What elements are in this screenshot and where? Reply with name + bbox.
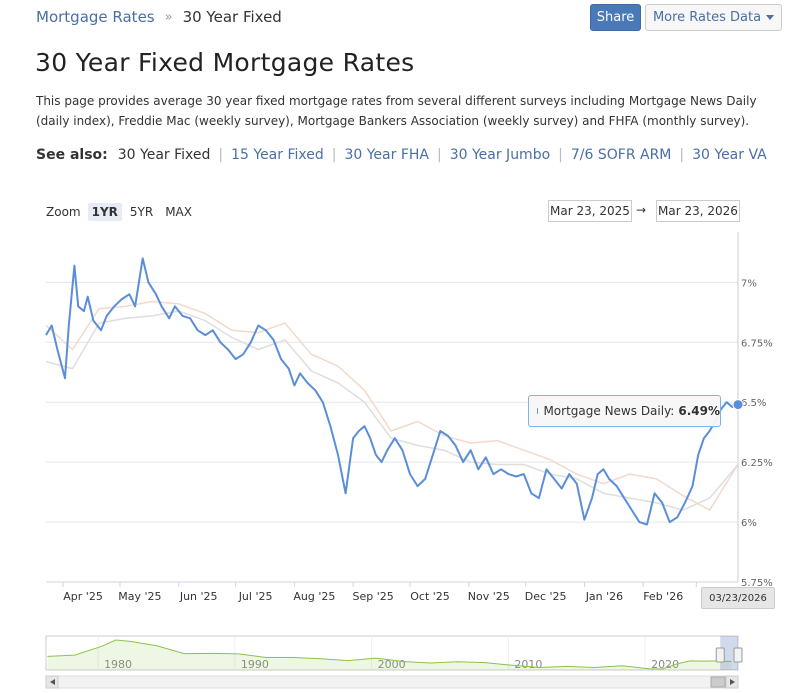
see-also-item-30-year-fixed: 30 Year Fixed xyxy=(117,147,211,163)
arrow-left-icon xyxy=(50,679,55,685)
see-also-separator: | xyxy=(558,147,563,163)
x-tick-label: Jul '25 xyxy=(238,590,273,603)
tooltip-point-marker xyxy=(732,399,744,411)
see-also-item-30-year-jumbo[interactable]: 30 Year Jumbo xyxy=(449,147,551,163)
x-tick-label: Jan '26 xyxy=(585,590,623,603)
scrollbar-track[interactable] xyxy=(45,675,739,689)
caret-down-icon xyxy=(766,15,775,20)
page-description: This page provides average 30 year fixed… xyxy=(36,94,757,128)
navigator-handle-left[interactable] xyxy=(715,647,725,663)
scrollbar-thumb[interactable] xyxy=(710,676,726,688)
rate-chart[interactable]: 7% 6.75% 6.5% 6.25% 6% 5.75% Apr '25 May '25 Jun… xyxy=(0,232,791,610)
x-tick-label: Jun '25 xyxy=(179,590,218,603)
y-tick-label: 6.75% xyxy=(741,338,773,349)
y-tick-label: 5.75% xyxy=(741,578,773,589)
series-line-freddie-mac xyxy=(45,310,739,511)
see-also-separator: | xyxy=(436,147,442,163)
share-button[interactable]: Share xyxy=(590,4,641,31)
zoom-5yr-button[interactable]: 5YR xyxy=(129,205,154,219)
tooltip-value: 6.49% xyxy=(678,404,720,418)
x-tick-label: Oct '25 xyxy=(410,590,450,603)
see-also-separator: | xyxy=(679,147,685,163)
date-range-arrow: → xyxy=(636,203,647,217)
zoom-label: Zoom xyxy=(46,205,81,219)
more-rates-data-button[interactable]: More Rates Data xyxy=(645,4,782,31)
navigator-year-label: 2020 xyxy=(651,658,679,671)
chart-tooltip: Mortgage News Daily: 6.49% xyxy=(528,395,721,427)
see-also-nav: See also: 30 Year Fixed | 15 Year Fixed … xyxy=(36,147,767,163)
crosshair-date-label: 03/23/2026 xyxy=(701,587,775,609)
x-tick-label: Aug '25 xyxy=(293,590,335,603)
x-tick-label: Apr '25 xyxy=(63,590,103,603)
navigator-year-label: 1990 xyxy=(241,658,269,671)
arrow-right-icon xyxy=(730,679,735,685)
navigator-year-label: 1980 xyxy=(104,658,132,671)
x-tick-label: Dec '25 xyxy=(525,590,567,603)
breadcrumb-link-mortgage-rates[interactable]: Mortgage Rates xyxy=(36,8,155,26)
zoom-max-button[interactable]: MAX xyxy=(165,205,192,219)
date-to-input[interactable]: Mar 23, 2026 xyxy=(656,200,740,222)
zoom-controls: Zoom 1YR 5YR MAX xyxy=(46,203,196,221)
navigator-area xyxy=(47,640,732,670)
see-also-separator: | xyxy=(331,147,337,163)
x-tick-label: Feb '26 xyxy=(643,590,683,603)
see-also-item-sofr-arm[interactable]: 7/6 SOFR ARM xyxy=(570,147,672,163)
see-also-label: See also: xyxy=(36,147,108,163)
y-tick-label: 6.5% xyxy=(741,398,766,409)
see-also-item-15-year-fixed[interactable]: 15 Year Fixed xyxy=(231,147,324,163)
page-title: 30 Year Fixed Mortgage Rates xyxy=(35,48,415,77)
y-tick-label: 7% xyxy=(741,278,757,289)
series-line-mba xyxy=(45,300,739,511)
y-tick-label: 6% xyxy=(741,518,757,529)
x-tick-label: Nov '25 xyxy=(468,590,510,603)
x-tick-label: Sep '25 xyxy=(353,590,394,603)
series-line-mortgage-news-daily xyxy=(45,257,739,526)
date-from-input[interactable]: Mar 23, 2025 xyxy=(548,200,632,222)
breadcrumb-separator: » xyxy=(164,9,173,25)
navigator-frame xyxy=(45,635,739,671)
see-also-item-30-year-va[interactable]: 30 Year VA xyxy=(692,147,767,163)
y-tick-label: 6.25% xyxy=(741,458,773,469)
chart-navigator[interactable]: 19801990200020102020 xyxy=(0,632,791,692)
navigator-series-line xyxy=(47,639,732,670)
navigator-handle-right[interactable] xyxy=(733,647,743,663)
tooltip-series-name: Mortgage News Daily: xyxy=(543,404,675,418)
x-tick-label: May '25 xyxy=(118,590,161,603)
navigator-year-label: 2010 xyxy=(514,658,542,671)
more-rates-data-label: More Rates Data xyxy=(652,10,762,25)
see-also-item-30-year-fha[interactable]: 30 Year FHA xyxy=(344,147,429,163)
breadcrumb-current: 30 Year Fixed xyxy=(182,8,282,26)
breadcrumb: Mortgage Rates » 30 Year Fixed xyxy=(36,8,282,26)
see-also-separator: | xyxy=(218,147,224,163)
zoom-1yr-button[interactable]: 1YR xyxy=(87,203,122,221)
